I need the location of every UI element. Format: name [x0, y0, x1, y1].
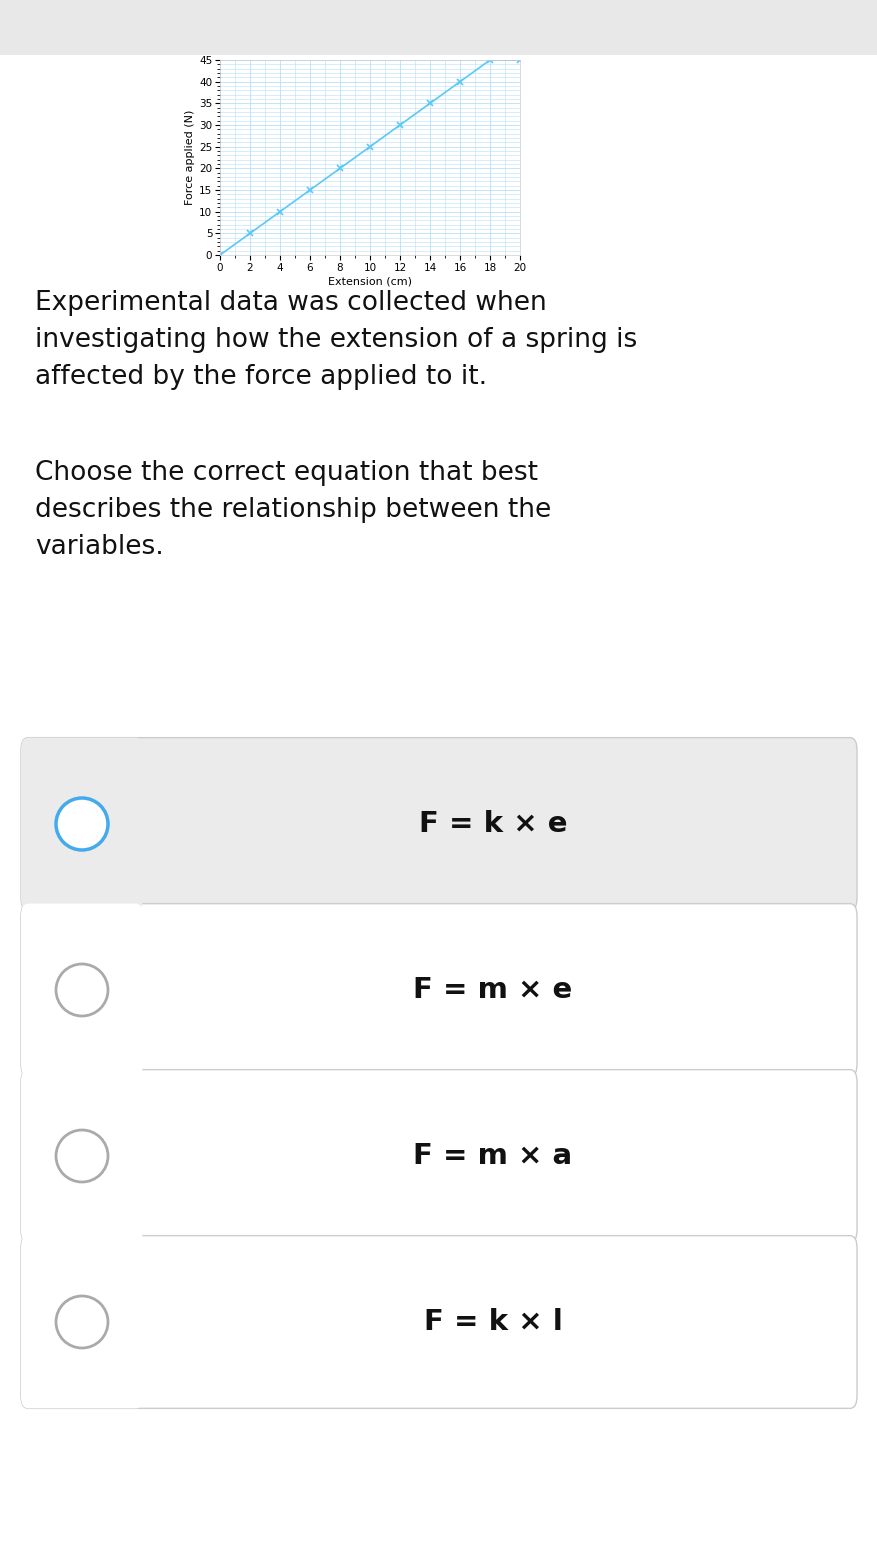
Text: F = m × a: F = m × a [413, 1142, 572, 1170]
Text: F = m × e: F = m × e [413, 976, 572, 1004]
Text: F = k × l: F = k × l [423, 1309, 562, 1336]
Y-axis label: Force applied (N): Force applied (N) [185, 110, 195, 205]
Text: Experimental data was collected when
investigating how the extension of a spring: Experimental data was collected when inv… [35, 290, 637, 389]
X-axis label: Extension (cm): Extension (cm) [328, 277, 411, 287]
Text: Choose the correct equation that best
describes the relationship between the
var: Choose the correct equation that best de… [35, 460, 551, 559]
Text: F = k × e: F = k × e [418, 810, 567, 837]
